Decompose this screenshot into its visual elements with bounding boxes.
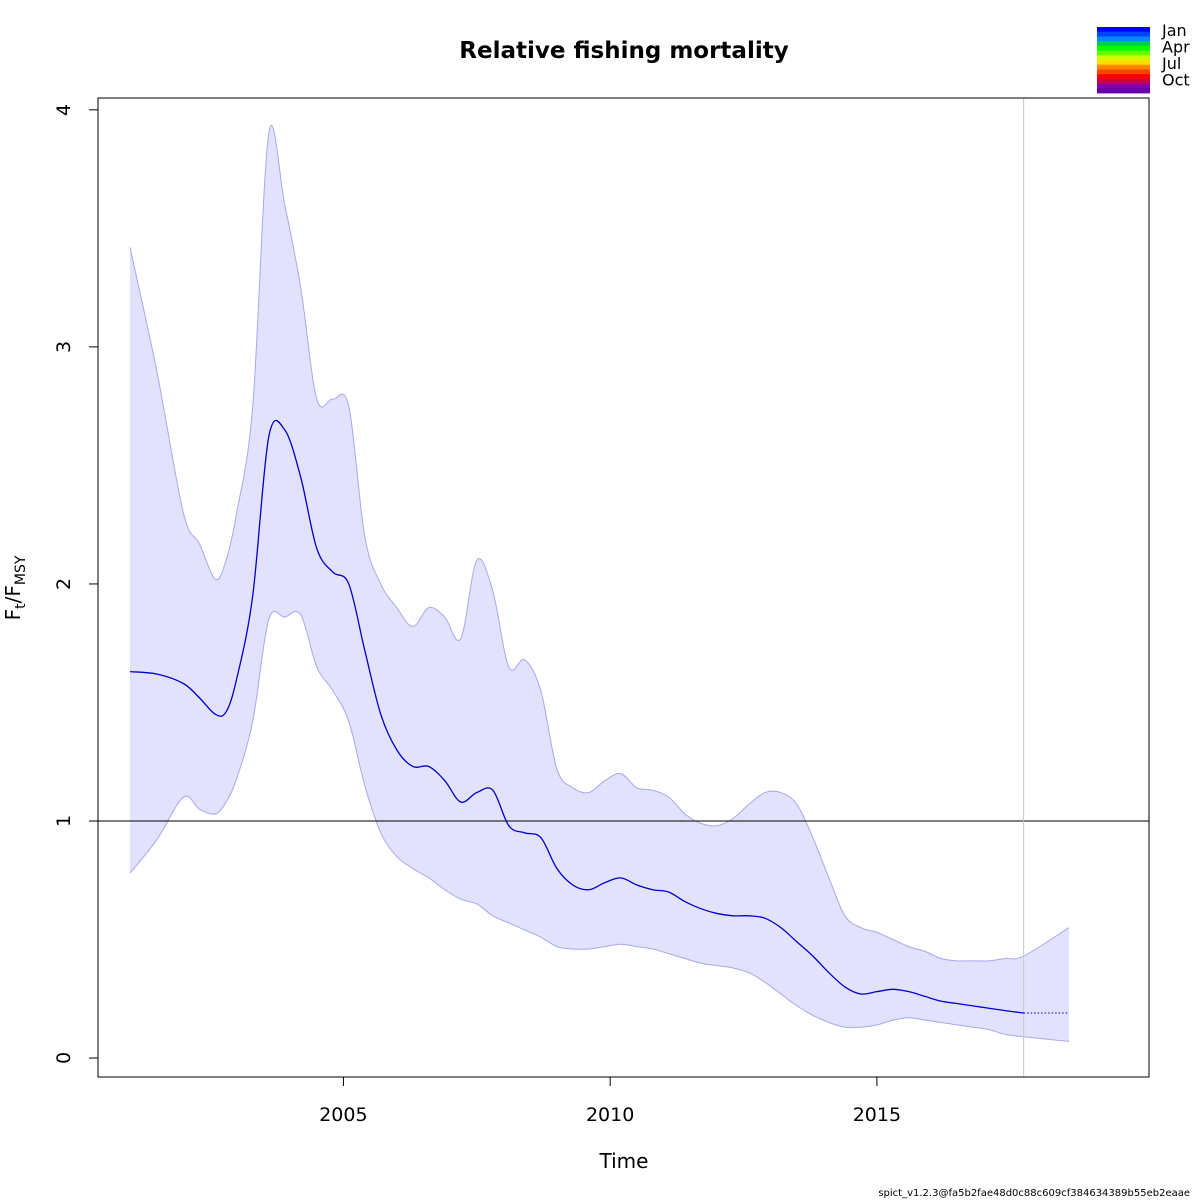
plot-frame [97, 97, 1150, 1078]
footer-version: spict_v1.2.3@fa5b2fae48d0c88c609cf384634… [878, 1188, 1190, 1199]
legend-swatch [1097, 88, 1150, 94]
legend-swatch [1097, 31, 1150, 37]
y-label-sub-msy: MSY [13, 555, 29, 585]
legend-swatch [1097, 45, 1150, 51]
y-label-sep: /F [1, 585, 25, 603]
y-tick-label-0: 0 [53, 1052, 75, 1064]
legend-label-jan: Jan [1161, 21, 1187, 40]
legend-swatch [1097, 64, 1150, 70]
legend-label-oct: Oct [1162, 71, 1190, 90]
legend-swatch [1097, 36, 1150, 42]
confidence-band [130, 125, 1069, 1042]
y-label-sub-t: t [13, 603, 29, 609]
y-tick-label-4: 4 [53, 104, 75, 116]
legend-swatch [1097, 74, 1150, 80]
x-axis-label: Time [599, 1149, 649, 1173]
estimate-line [129, 419, 1024, 1014]
y-tick-label-1: 1 [53, 815, 75, 827]
legend-swatch [1097, 69, 1150, 75]
legend-swatch [1097, 78, 1150, 84]
legend-swatch [1097, 41, 1150, 47]
legend-swatch [1097, 83, 1150, 89]
legend-swatch [1097, 27, 1150, 33]
reference-line-layer [98, 98, 1149, 1077]
y-tick-label-3: 3 [53, 341, 75, 353]
y-axis: 0 1 2 3 4 [53, 104, 98, 1064]
legend-label-apr: Apr [1162, 38, 1190, 57]
confidence-band-layer [129, 124, 1070, 1042]
x-axis: 2005 2010 2015 [319, 1077, 901, 1126]
x-tick-label-2015: 2015 [853, 1104, 901, 1126]
y-tick-label-2: 2 [53, 578, 75, 590]
upper-ci-line [129, 124, 1070, 962]
lower-ci-line [129, 610, 1070, 1042]
legend-label-jul: Jul [1161, 54, 1181, 73]
x-tick-label-2010: 2010 [586, 1104, 634, 1126]
y-axis-label: Ft/FMSY [1, 555, 29, 620]
chart-title: Relative fishing mortality [459, 38, 788, 64]
y-label-main: F [1, 609, 25, 621]
legend-swatch [1097, 55, 1150, 61]
x-tick-label-2005: 2005 [319, 1104, 367, 1126]
legend-swatch [1097, 50, 1150, 56]
legend-swatch [1097, 60, 1150, 66]
estimate-line-layer [129, 419, 1069, 1014]
